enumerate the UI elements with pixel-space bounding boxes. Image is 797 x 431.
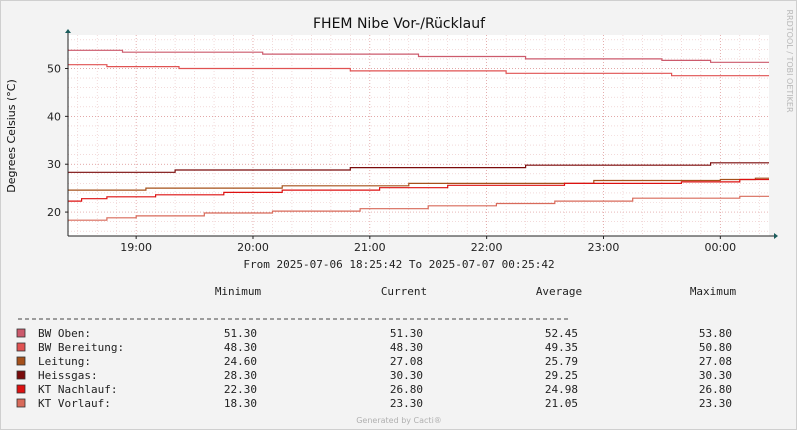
legend-value: 25.79 xyxy=(545,355,578,368)
chart-title: FHEM Nibe Vor-/Rücklauf xyxy=(313,16,486,32)
x-axis-arrow xyxy=(774,233,778,239)
legend-series-name: Heissgas: xyxy=(38,369,98,382)
legend-header: Current xyxy=(381,285,427,298)
legend-swatch xyxy=(16,328,26,338)
legend-value: 30.30 xyxy=(390,369,423,382)
cacti-footer: Generated by Cacti® xyxy=(356,416,442,425)
x-tick-label: 21:00 xyxy=(354,241,386,254)
legend-value: 26.80 xyxy=(699,383,732,396)
series-lines xyxy=(68,49,769,221)
legend-header: Maximum xyxy=(690,285,737,298)
series-line-3 xyxy=(68,162,769,173)
legend-swatch xyxy=(16,356,26,366)
legend-value: 51.30 xyxy=(224,327,257,340)
legend-header: Average xyxy=(536,285,582,298)
x-tick-label: 00:00 xyxy=(704,241,736,254)
series-line-0 xyxy=(68,49,769,63)
legend-value: 49.35 xyxy=(545,341,578,354)
legend-value: 23.30 xyxy=(390,397,423,410)
legend-swatch xyxy=(16,342,26,352)
legend-value: 28.30 xyxy=(224,369,257,382)
legend-value: 48.30 xyxy=(224,341,257,354)
legend-value: 52.45 xyxy=(545,327,578,340)
y-tick-label: 20 xyxy=(47,206,61,219)
legend-value: 27.08 xyxy=(390,355,423,368)
legend-header: Minimum xyxy=(215,285,262,298)
date-range: From 2025-07-06 18:25:42 To 2025-07-07 0… xyxy=(243,258,554,271)
y-axis-label: Degrees Celsius (°C) xyxy=(5,79,18,193)
legend-value: 18.30 xyxy=(224,397,257,410)
legend-value: 30.30 xyxy=(699,369,732,382)
legend-swatch xyxy=(16,370,26,380)
legend-value: 27.08 xyxy=(699,355,732,368)
legend-value: 29.25 xyxy=(545,369,578,382)
legend-series-name: KT Nachlauf: xyxy=(38,383,117,396)
x-tick-label: 22:00 xyxy=(471,241,503,254)
x-tick-label: 19:00 xyxy=(120,241,152,254)
rrdtool-credit: RRDTOOL / TOBI OETIKER xyxy=(785,9,794,112)
series-line-1 xyxy=(68,64,769,77)
legend-value: 23.30 xyxy=(699,397,732,410)
legend-series-name: BW Bereitung: xyxy=(38,341,124,354)
legend-series-name: KT Vorlauf: xyxy=(38,397,111,410)
series-line-5 xyxy=(68,195,769,221)
legend-value: 24.98 xyxy=(545,383,578,396)
legend-value: 50.80 xyxy=(699,341,732,354)
legend-value: 24.60 xyxy=(224,355,257,368)
tick-labels: 20 30 40 50 19:00 20:00 21:00 22:00 23:00 00:00 xyxy=(47,63,736,255)
y-axis-arrow xyxy=(65,29,71,33)
y-tick-label: 50 xyxy=(47,63,61,76)
legend-series-name: Leitung: xyxy=(38,355,91,368)
legend-value: 21.05 xyxy=(545,397,578,410)
legend-value: 26.80 xyxy=(390,383,423,396)
legend-swatch xyxy=(16,398,26,408)
x-tick-label: 20:00 xyxy=(237,241,269,254)
legend-swatch xyxy=(16,384,26,394)
legend-value: 22.30 xyxy=(224,383,257,396)
legend-value: 48.30 xyxy=(390,341,423,354)
series-line-4 xyxy=(68,178,769,202)
y-tick-label: 30 xyxy=(47,158,61,171)
legend-series-name: BW Oben: xyxy=(38,327,91,340)
y-tick-label: 40 xyxy=(47,110,61,123)
legend-value: 51.30 xyxy=(390,327,423,340)
legend: Minimum Current Average Maximum BW Oben: 51.3… xyxy=(16,285,737,410)
x-tick-label: 23:00 xyxy=(588,241,620,254)
axes xyxy=(65,29,778,239)
legend-value: 53.80 xyxy=(699,327,732,340)
